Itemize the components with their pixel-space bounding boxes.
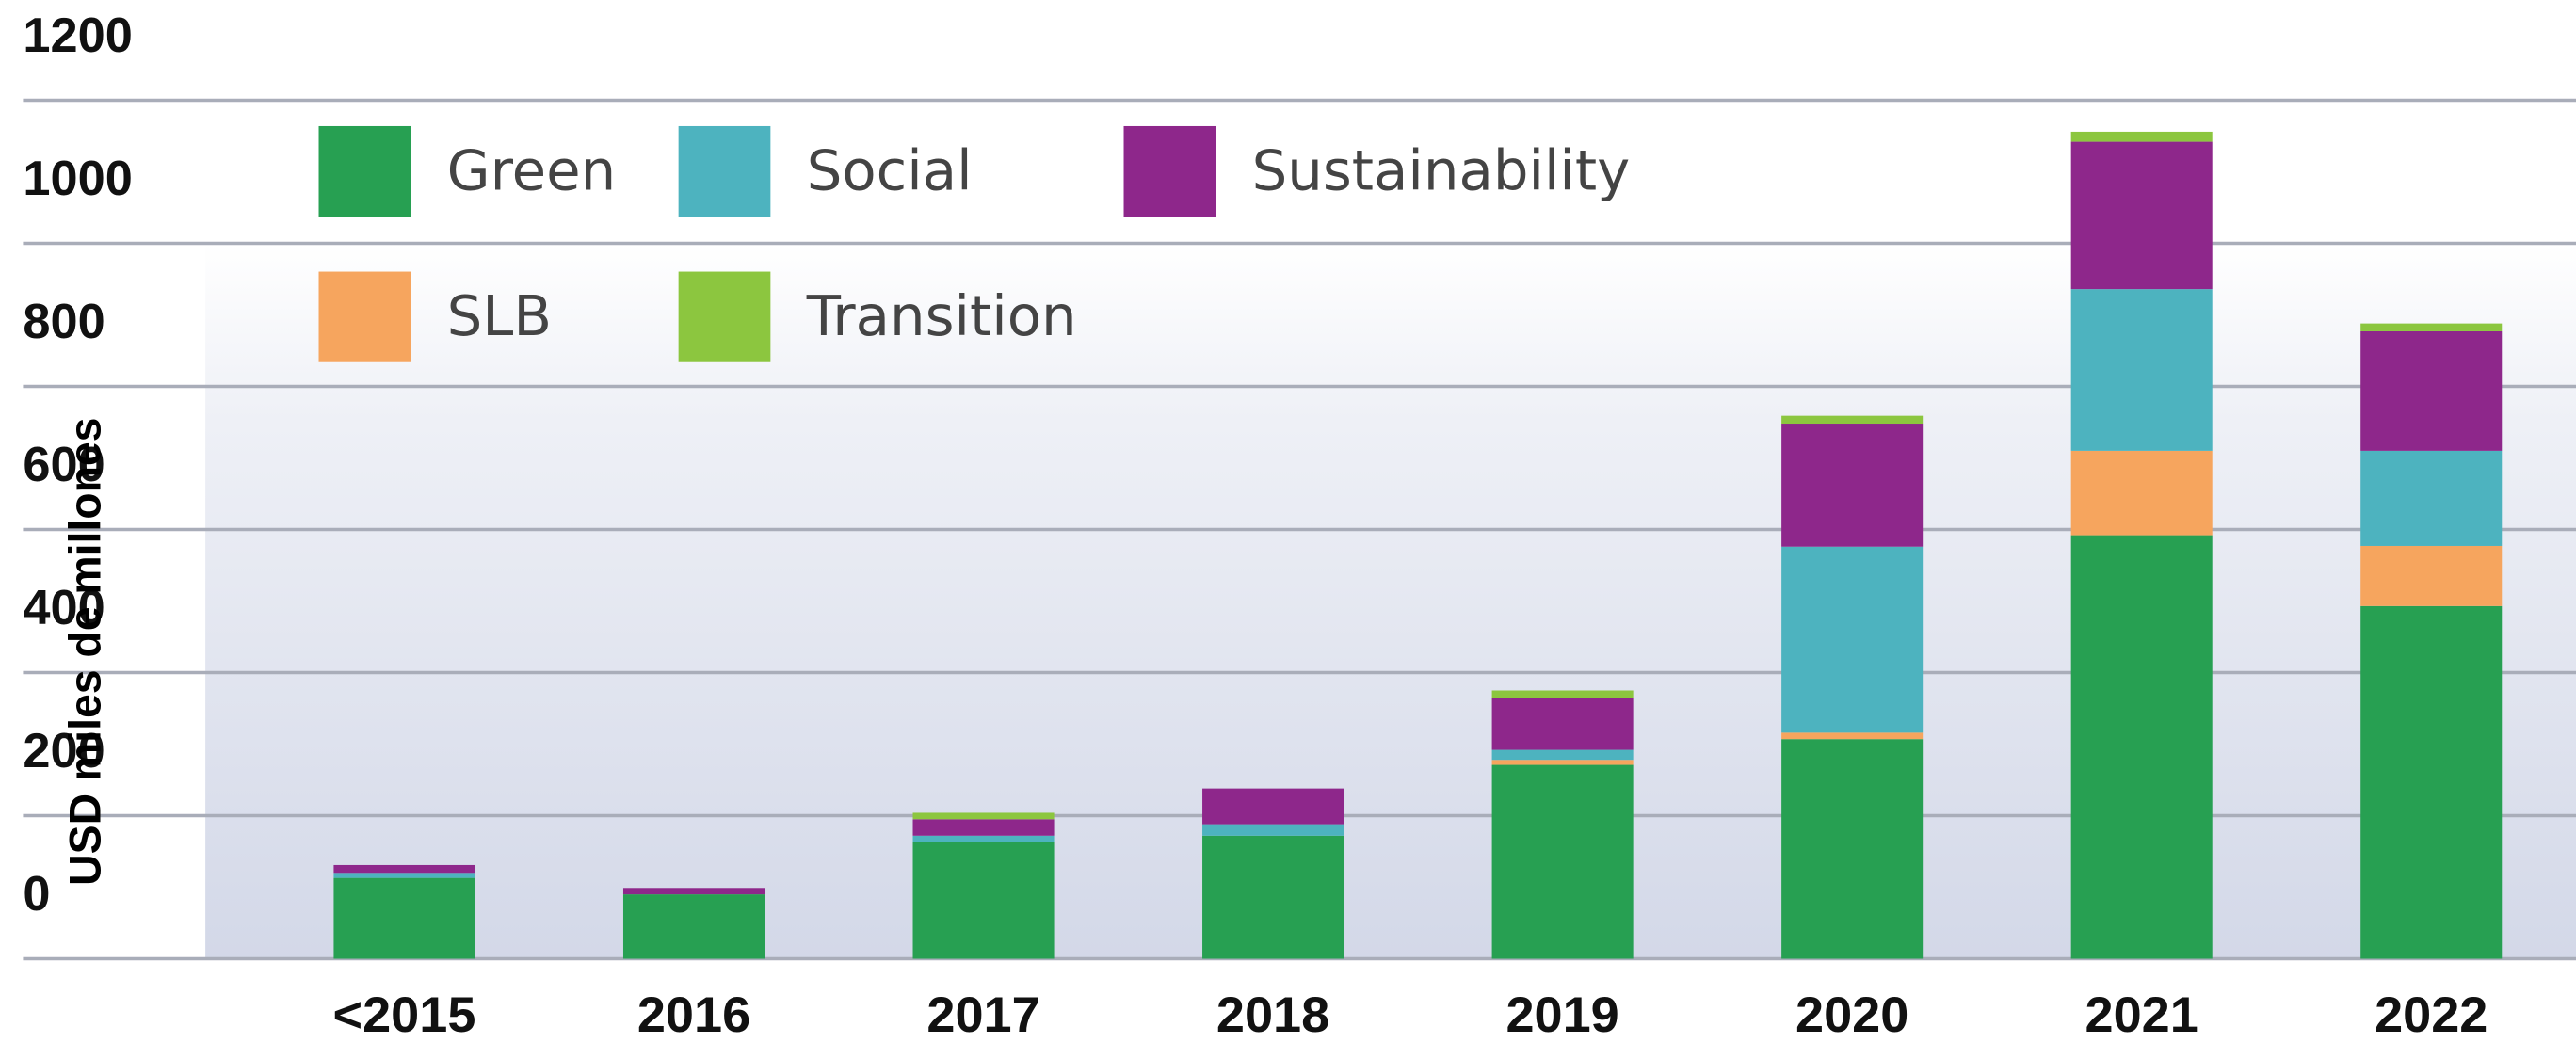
bar-segment bbox=[1781, 732, 1924, 740]
bar-segment bbox=[333, 864, 475, 874]
legend-label: Transition bbox=[806, 283, 1077, 347]
bar-segment bbox=[1491, 698, 1634, 750]
y-tick-label: 1000 bbox=[23, 152, 132, 206]
y-tick-label: 400 bbox=[23, 581, 105, 635]
x-tick-label: 2016 bbox=[637, 987, 750, 1044]
bar-segment bbox=[1202, 788, 1344, 825]
legend-swatch bbox=[678, 271, 771, 362]
bar-segment bbox=[912, 842, 1055, 959]
y-tick-label: 0 bbox=[23, 867, 50, 922]
x-tick-label: 2017 bbox=[926, 987, 1039, 1044]
legend-label: Sustainability bbox=[1252, 138, 1631, 202]
bar-segment bbox=[333, 873, 475, 878]
bar-segment bbox=[1781, 415, 1924, 425]
bar-segment bbox=[912, 812, 1055, 820]
bar-segment bbox=[1491, 760, 1634, 765]
bar-segment bbox=[2360, 605, 2503, 959]
x-tick-label: <2015 bbox=[333, 987, 476, 1044]
legend-label: Green bbox=[447, 138, 617, 202]
bar-segment bbox=[2070, 131, 2213, 142]
bar-segment bbox=[1202, 835, 1344, 959]
bar-segment bbox=[912, 835, 1055, 842]
x-tick-label: 2019 bbox=[1505, 987, 1618, 1044]
legend-swatch bbox=[678, 125, 771, 217]
y-axis-label: USD miles de millones bbox=[60, 418, 109, 886]
bar-segment bbox=[1781, 424, 1924, 547]
y-tick-label: 200 bbox=[23, 724, 105, 778]
bar-segment bbox=[912, 819, 1055, 836]
bar-segment bbox=[2360, 450, 2503, 546]
bar-segment bbox=[2070, 535, 2213, 959]
legend-label: SLB bbox=[447, 283, 552, 347]
legend-swatch bbox=[318, 271, 411, 362]
bar-segment bbox=[2360, 330, 2503, 451]
bar-segment bbox=[1491, 749, 1634, 761]
bar-segment bbox=[2360, 545, 2503, 606]
bar-segment bbox=[2070, 289, 2213, 451]
legend-swatch bbox=[318, 125, 411, 217]
bar-segment bbox=[1781, 739, 1924, 959]
bar-segment bbox=[1491, 764, 1634, 959]
legend-label: Social bbox=[807, 138, 973, 202]
bar-segment bbox=[1781, 546, 1924, 733]
bar-segment bbox=[1491, 690, 1634, 698]
y-tick-label: 1200 bbox=[23, 8, 132, 63]
bar-segment bbox=[2360, 323, 2503, 331]
bar-segment bbox=[1202, 824, 1344, 836]
bar-segment bbox=[2070, 141, 2213, 290]
bar-segment bbox=[622, 894, 765, 959]
plot-background bbox=[205, 242, 2576, 959]
bar-segment bbox=[333, 877, 475, 959]
x-tick-label: 2021 bbox=[2085, 987, 2198, 1044]
legend-swatch bbox=[1123, 125, 1216, 217]
y-tick-label: 800 bbox=[23, 295, 105, 349]
bar-segment bbox=[2070, 450, 2213, 536]
x-tick-label: 2022 bbox=[2375, 987, 2487, 1044]
x-tick-label: 2018 bbox=[1216, 987, 1329, 1044]
y-tick-label: 600 bbox=[23, 438, 105, 492]
x-tick-label: 2020 bbox=[1795, 987, 1908, 1044]
bar-segment bbox=[622, 888, 765, 895]
